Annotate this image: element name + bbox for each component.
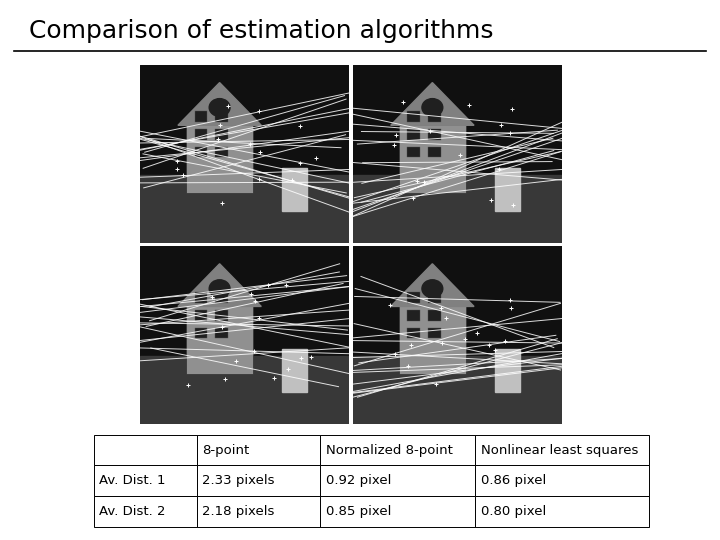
Bar [186, 125, 253, 193]
Text: Comparison of estimation algorithms: Comparison of estimation algorithms [29, 19, 493, 43]
Text: 2.33 pixels: 2.33 pixels [202, 474, 275, 488]
Polygon shape [391, 264, 474, 307]
Bar [475, 435, 649, 465]
Polygon shape [140, 175, 348, 243]
Bar [408, 147, 420, 157]
Bar [475, 496, 649, 527]
Polygon shape [140, 356, 348, 424]
Bar [215, 292, 228, 303]
Circle shape [210, 280, 230, 298]
Bar [194, 147, 207, 157]
Polygon shape [140, 65, 348, 243]
Bar [197, 435, 320, 465]
Polygon shape [178, 264, 261, 307]
Bar [408, 111, 420, 122]
Bar [215, 129, 228, 139]
Bar [194, 310, 207, 321]
Polygon shape [353, 65, 562, 243]
Text: 0.92 pixel: 0.92 pixel [326, 474, 392, 488]
Bar [428, 310, 441, 321]
Polygon shape [353, 175, 562, 243]
Bar [197, 465, 320, 496]
Polygon shape [282, 349, 307, 392]
Text: 0.86 pixel: 0.86 pixel [481, 474, 546, 488]
Text: 2.18 pixels: 2.18 pixels [202, 505, 275, 518]
Bar [408, 328, 420, 339]
Bar [94, 435, 197, 465]
Bar [215, 111, 228, 122]
Bar [197, 496, 320, 527]
Bar [215, 328, 228, 339]
Text: 8-point: 8-point [202, 443, 250, 457]
Text: 0.85 pixel: 0.85 pixel [326, 505, 392, 518]
Bar [428, 147, 441, 157]
Text: 0.80 pixel: 0.80 pixel [481, 505, 546, 518]
Polygon shape [140, 246, 348, 424]
Bar [408, 310, 420, 321]
Bar [408, 292, 420, 303]
Polygon shape [353, 246, 562, 424]
Text: Av. Dist. 1: Av. Dist. 1 [99, 474, 166, 488]
Bar [194, 129, 207, 139]
Bar [94, 465, 197, 496]
Polygon shape [495, 349, 520, 392]
Circle shape [422, 99, 443, 117]
Bar [475, 465, 649, 496]
Bar [399, 125, 466, 193]
Bar [428, 129, 441, 139]
Bar [94, 496, 197, 527]
Bar [194, 292, 207, 303]
Bar [408, 129, 420, 139]
Bar [215, 310, 228, 321]
Bar [320, 435, 475, 465]
Text: Nonlinear least squares: Nonlinear least squares [481, 443, 639, 457]
Bar [428, 328, 441, 339]
Bar [215, 147, 228, 157]
Polygon shape [282, 168, 307, 211]
Bar [399, 307, 466, 374]
Bar [428, 292, 441, 303]
Circle shape [422, 280, 443, 298]
Polygon shape [178, 83, 261, 125]
Polygon shape [353, 356, 562, 424]
Bar [186, 307, 253, 374]
Bar [194, 328, 207, 339]
Bar [428, 111, 441, 122]
Polygon shape [495, 168, 520, 211]
Polygon shape [391, 83, 474, 125]
Bar [320, 465, 475, 496]
Circle shape [210, 99, 230, 117]
Bar [194, 111, 207, 122]
Text: Av. Dist. 2: Av. Dist. 2 [99, 505, 166, 518]
Text: Normalized 8-point: Normalized 8-point [326, 443, 453, 457]
Bar [320, 496, 475, 527]
